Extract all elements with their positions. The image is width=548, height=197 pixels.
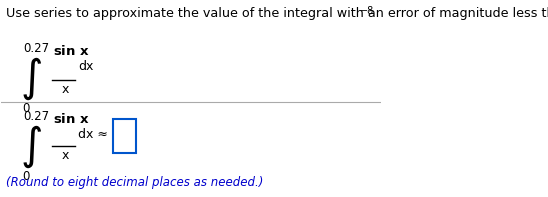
Text: −8: −8 bbox=[361, 6, 375, 16]
Text: $\mathbf{sin}\ \mathbf{x}$: $\mathbf{sin}\ \mathbf{x}$ bbox=[53, 44, 89, 58]
Text: $\mathbf{sin}\ \mathbf{x}$: $\mathbf{sin}\ \mathbf{x}$ bbox=[53, 112, 89, 126]
Text: 0: 0 bbox=[22, 170, 30, 183]
FancyBboxPatch shape bbox=[113, 119, 135, 153]
Text: 0.27: 0.27 bbox=[24, 42, 49, 55]
Text: Use series to approximate the value of the integral with an error of magnitude l: Use series to approximate the value of t… bbox=[6, 7, 548, 20]
Text: (Round to eight decimal places as needed.): (Round to eight decimal places as needed… bbox=[6, 176, 264, 189]
Text: x: x bbox=[61, 149, 69, 162]
Text: $\int$: $\int$ bbox=[20, 124, 42, 170]
Text: dx ≈: dx ≈ bbox=[78, 128, 108, 141]
Text: x: x bbox=[61, 83, 69, 96]
Text: 0.27: 0.27 bbox=[24, 110, 49, 123]
Text: 0: 0 bbox=[22, 102, 30, 115]
Text: $\int$: $\int$ bbox=[20, 56, 42, 102]
Text: dx: dx bbox=[78, 60, 94, 73]
